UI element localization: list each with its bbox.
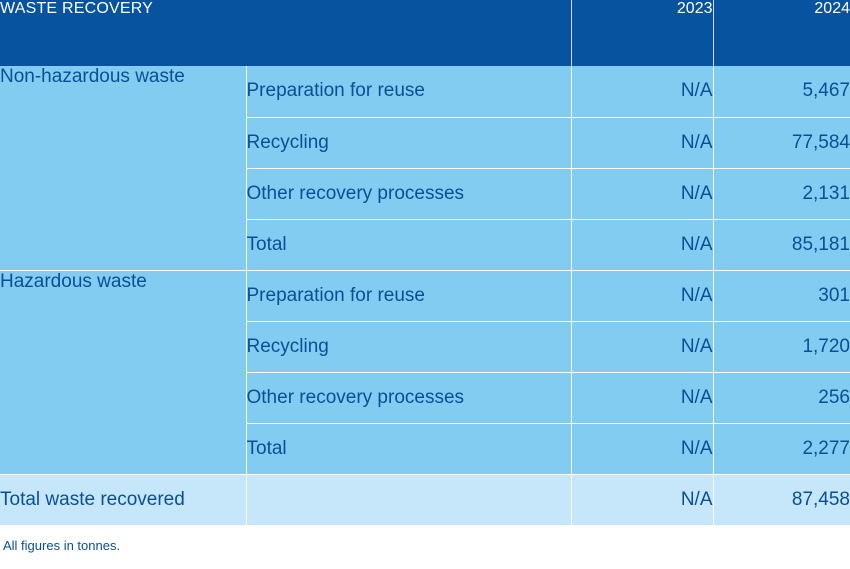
value-2023-cell: N/A (570, 66, 713, 118)
table-title: WASTE RECOVERY (0, 0, 571, 66)
subcategory-cell: Preparation for reuse (245, 66, 571, 118)
table-row: Other recovery processes N/A 2,131 (0, 168, 850, 220)
category-cell: Non-hazardous waste (0, 66, 246, 271)
value-2023-cell: N/A (570, 219, 713, 271)
table-header-row: WASTE RECOVERY 2023 2024 (0, 0, 850, 66)
value-2024-cell: 85,181 (712, 219, 850, 271)
value-2024-cell: 256 (712, 372, 850, 424)
value-2024-cell: 1,720 (712, 321, 850, 373)
subcategory-cell: Total (245, 219, 571, 271)
value-2024-cell: 2,277 (712, 423, 850, 475)
table-row: Hazardous waste Preparation for reuse N/… (0, 270, 850, 475)
category-cell: Hazardous waste (0, 270, 246, 475)
table-row: Other recovery processes N/A 256 (0, 372, 850, 424)
value-2023-cell: N/A (570, 321, 713, 373)
table-row: Non-hazardous waste Preparation for reus… (0, 66, 850, 271)
grand-total-row: Total waste recovered N/A 87,458 (0, 474, 850, 525)
value-2024-cell: 77,584 (712, 117, 850, 169)
value-2023-cell: N/A (570, 372, 713, 424)
value-2024-cell: 2,131 (712, 168, 850, 220)
table-row: Recycling N/A 1,720 (0, 321, 850, 373)
subcategory-cell: Other recovery processes (245, 168, 571, 220)
table-row: Total N/A 2,277 (0, 423, 850, 475)
grand-total-label: Total waste recovered (0, 474, 246, 525)
subcategory-cell: Preparation for reuse (245, 270, 571, 322)
value-2024-cell: 301 (712, 270, 850, 322)
table-row: Total N/A 85,181 (0, 219, 850, 271)
value-2023-cell: N/A (570, 423, 713, 475)
subcategory-cell: Recycling (245, 117, 571, 169)
footnote: All figures in tonnes. (3, 538, 121, 553)
grand-total-2024: 87,458 (712, 474, 850, 525)
subcategory-cell: Recycling (245, 321, 571, 373)
subcategory-cell: Other recovery processes (245, 372, 571, 424)
subcategory-cell: Total (245, 423, 571, 475)
waste-recovery-table: WASTE RECOVERY 2023 2024 Non-hazardous w… (0, 0, 850, 525)
value-2024-cell: 5,467 (712, 66, 850, 118)
column-header-2023: 2023 (570, 0, 713, 66)
column-header-2024: 2024 (712, 0, 850, 66)
grand-total-empty-cell (245, 474, 571, 525)
value-2023-cell: N/A (570, 270, 713, 322)
grand-total-2023: N/A (570, 474, 713, 525)
table-row: Recycling N/A 77,584 (0, 117, 850, 169)
value-2023-cell: N/A (570, 168, 713, 220)
value-2023-cell: N/A (570, 117, 713, 169)
